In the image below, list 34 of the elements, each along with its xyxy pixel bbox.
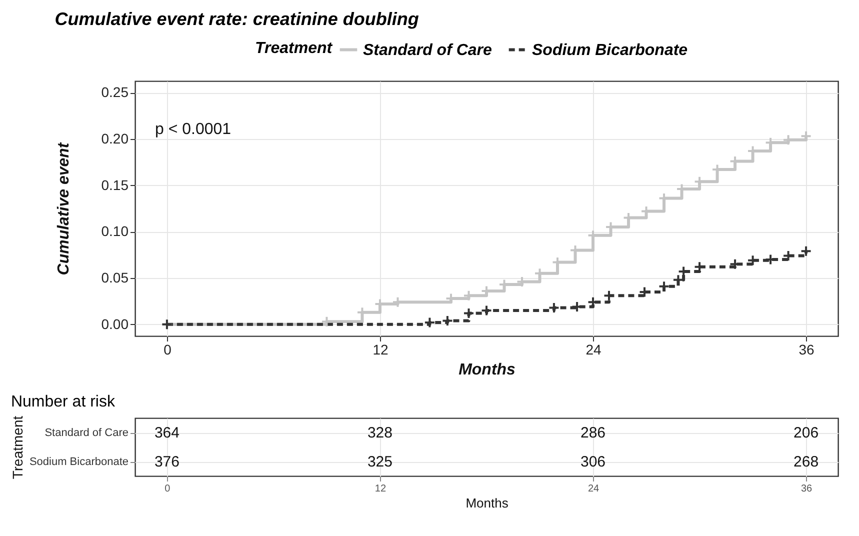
data-label: 268: [794, 454, 819, 470]
x-tick-label: 12: [372, 342, 388, 358]
legend-title: Treatment: [255, 40, 333, 57]
data-label: 328: [367, 424, 392, 442]
data-label: 286: [580, 424, 606, 442]
x-tick-label: 0: [164, 342, 172, 358]
y-tick-label: 0.05: [101, 270, 129, 286]
x-tick-label: 36: [800, 484, 813, 494]
x-tick-label: 24: [588, 484, 600, 494]
legend-label: Standard of Care: [363, 42, 492, 59]
legend-label: Sodium Bicarbonate: [532, 42, 688, 59]
annotation: p < 0.0001: [155, 121, 232, 138]
y-tick-label: Standard of Care: [44, 427, 128, 439]
x-axis-title: Months: [458, 362, 516, 378]
y-tick-label: 0.25: [101, 84, 129, 100]
x-tick-label: 0: [164, 484, 171, 494]
data-label: 325: [367, 454, 392, 470]
data-label: 306: [580, 454, 606, 470]
x-tick-label: 36: [798, 342, 815, 358]
y-axis-title: Cumulative event: [55, 142, 72, 276]
y-tick-label: 0.20: [101, 130, 129, 146]
y-tick-label: 0.15: [101, 176, 129, 193]
y-tick-label: Sodium Bicarbonate: [29, 456, 128, 468]
chart-title: Cumulative event rate: creatinine doubling: [54, 9, 419, 29]
x-axis-title: Months: [466, 496, 509, 510]
x-tick-label: 12: [374, 484, 386, 494]
data-label: 376: [154, 454, 180, 470]
x-tick-label: 24: [586, 342, 602, 358]
y-tick-label: 0.10: [101, 223, 129, 240]
data-label: 206: [794, 424, 819, 442]
y-tick-label: 0.00: [101, 316, 129, 332]
chart-title: Number at risk: [10, 393, 116, 410]
y-axis-title: Treatment: [9, 416, 26, 480]
data-label: 364: [154, 424, 180, 442]
